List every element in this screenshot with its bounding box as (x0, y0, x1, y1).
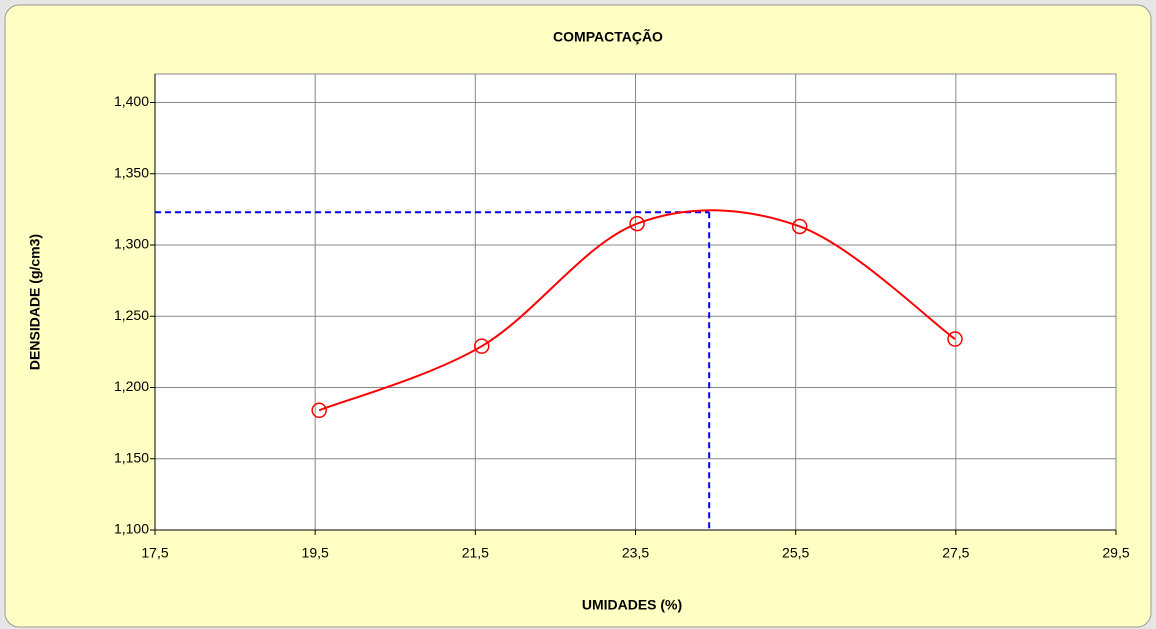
y-tick-label: 1,150 (114, 449, 149, 465)
data-point (629, 215, 645, 232)
y-tick-label: 1,200 (114, 378, 149, 394)
y-tick-label: 1,350 (114, 164, 149, 180)
y-tick-label: 1,100 (114, 521, 149, 537)
data-point (473, 338, 490, 354)
x-tick-label: 27,5 (942, 545, 969, 561)
x-tick-label: 25,5 (782, 545, 809, 561)
data-point (791, 218, 808, 235)
x-tick-label: 17,5 (141, 545, 168, 561)
y-tick-label: 1,400 (114, 93, 149, 109)
x-tick-label: 21,5 (462, 545, 489, 561)
x-tick-label: 29,5 (1102, 545, 1129, 561)
data-point (311, 402, 327, 419)
x-tick-label: 19,5 (302, 545, 329, 561)
chart-title: COMPACTAÇÃO (553, 28, 663, 45)
y-axis-label: DENSIDADE (g/cm3) (27, 234, 43, 370)
y-tick-label: 1,300 (114, 236, 149, 252)
series-line (318, 209, 956, 412)
y-tick-label: 1,250 (114, 307, 149, 323)
data-point (947, 331, 963, 347)
x-tick-label: 23,5 (622, 545, 649, 561)
x-axis-label: UMIDADES (%) (582, 597, 682, 613)
